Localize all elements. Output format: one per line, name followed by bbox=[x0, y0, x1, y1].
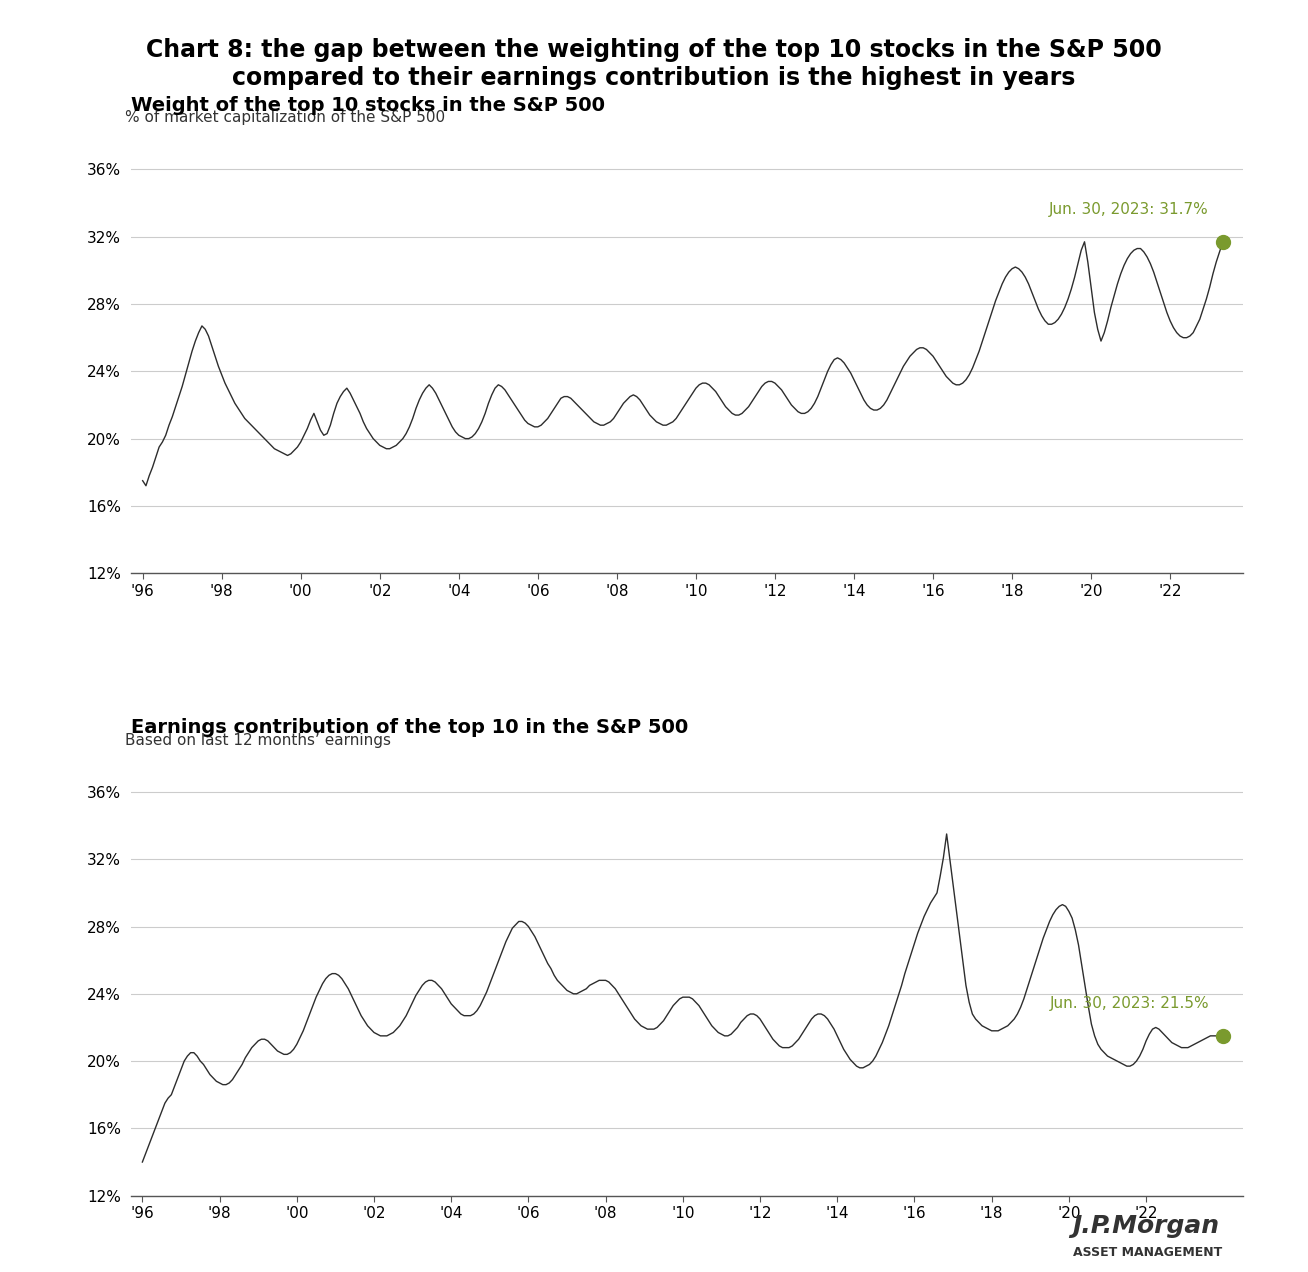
Text: Earnings contribution of the top 10 in the S&P 500: Earnings contribution of the top 10 in t… bbox=[131, 719, 688, 738]
Text: Jun. 30, 2023: 21.5%: Jun. 30, 2023: 21.5% bbox=[1050, 996, 1210, 1011]
Text: Chart 8: the gap between the weighting of the top 10 stocks in the S&P 500
compa: Chart 8: the gap between the weighting o… bbox=[146, 38, 1162, 90]
Text: Based on last 12 months’ earnings: Based on last 12 months’ earnings bbox=[126, 733, 391, 748]
Text: Jun. 30, 2023: 31.7%: Jun. 30, 2023: 31.7% bbox=[1049, 202, 1209, 218]
Text: Weight of the top 10 stocks in the S&P 500: Weight of the top 10 stocks in the S&P 5… bbox=[131, 95, 604, 114]
Text: ASSET MANAGEMENT: ASSET MANAGEMENT bbox=[1073, 1247, 1222, 1259]
Text: J.P.Morgan: J.P.Morgan bbox=[1073, 1213, 1219, 1238]
Text: % of market capitalization of the S&P 500: % of market capitalization of the S&P 50… bbox=[126, 111, 445, 126]
